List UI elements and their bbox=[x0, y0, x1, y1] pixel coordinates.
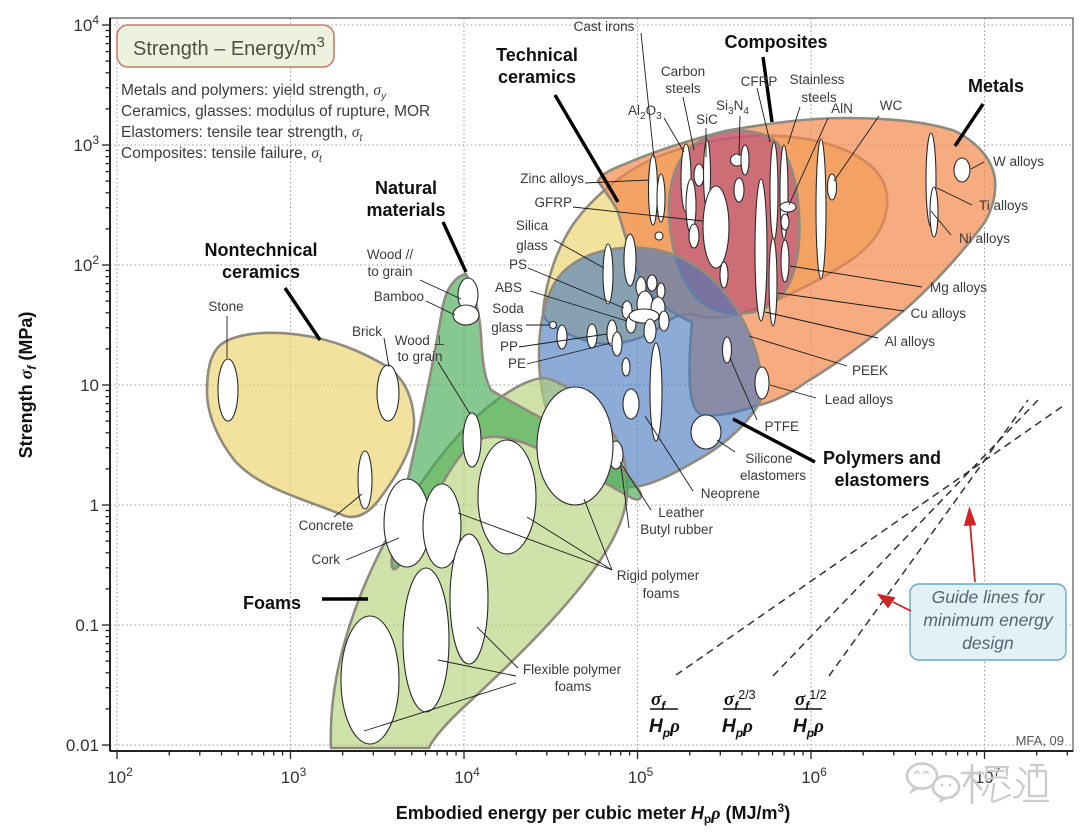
svg-text:Neoprene: Neoprene bbox=[701, 486, 760, 501]
svg-text:Brick: Brick bbox=[352, 324, 382, 339]
svg-text:steels: steels bbox=[665, 81, 701, 96]
svg-text:GFRP: GFRP bbox=[534, 195, 572, 210]
svg-text:glass: glass bbox=[516, 238, 548, 253]
svg-text:Si3N4: Si3N4 bbox=[716, 98, 749, 117]
svg-text:CFRP: CFRP bbox=[741, 74, 778, 89]
svg-text:Embodied energy per cubic mete: Embodied energy per cubic meter Hpρ (MJ/… bbox=[396, 801, 790, 826]
svg-text:Carbon: Carbon bbox=[661, 64, 705, 79]
svg-text:PEEK: PEEK bbox=[852, 363, 888, 378]
svg-text:WC: WC bbox=[880, 98, 903, 113]
svg-text:Cast irons: Cast irons bbox=[574, 19, 635, 34]
svg-text:ceramics: ceramics bbox=[222, 262, 300, 282]
svg-text:Wood ⊥: Wood ⊥ bbox=[395, 333, 446, 348]
svg-text:Concrete: Concrete bbox=[299, 518, 354, 533]
svg-text:σf1/2: σf1/2 bbox=[795, 688, 827, 713]
svg-text:Leather: Leather bbox=[658, 505, 704, 520]
svg-text:σf: σf bbox=[651, 689, 666, 713]
svg-text:Elastomers: tensile tear stren: Elastomers: tensile tear strength, σt bbox=[121, 124, 364, 144]
svg-text:Natural: Natural bbox=[375, 178, 437, 198]
svg-text:1: 1 bbox=[90, 496, 99, 515]
svg-text:Stone: Stone bbox=[208, 299, 243, 314]
svg-text:Foams: Foams bbox=[243, 593, 301, 613]
svg-text:PTFE: PTFE bbox=[764, 419, 799, 434]
svg-text:to grain: to grain bbox=[367, 264, 412, 279]
svg-text:steels: steels bbox=[801, 90, 837, 105]
svg-text:Guide lines for: Guide lines for bbox=[932, 587, 1046, 607]
svg-text:Lead alloys: Lead alloys bbox=[825, 392, 894, 407]
svg-text:design: design bbox=[962, 633, 1014, 653]
svg-text:MFA, 09: MFA, 09 bbox=[1016, 733, 1064, 748]
svg-text:Nontechnical: Nontechnical bbox=[204, 240, 317, 260]
svg-text:AlN: AlN bbox=[831, 101, 853, 116]
svg-text:Soda: Soda bbox=[492, 301, 524, 316]
svg-text:Metals: Metals bbox=[968, 76, 1024, 96]
svg-text:Cu alloys: Cu alloys bbox=[910, 306, 966, 321]
svg-text:Silica: Silica bbox=[516, 218, 549, 233]
svg-text:Technical: Technical bbox=[496, 45, 578, 65]
svg-text:Hpρ: Hpρ bbox=[722, 716, 753, 740]
svg-text:glass: glass bbox=[491, 320, 523, 335]
svg-text:Stainless: Stainless bbox=[790, 72, 845, 87]
svg-text:minimum energy: minimum energy bbox=[923, 610, 1054, 630]
svg-text:materials: materials bbox=[366, 200, 445, 220]
svg-text:10: 10 bbox=[80, 376, 99, 395]
svg-text:Composites: Composites bbox=[724, 32, 827, 52]
svg-text:0.01: 0.01 bbox=[66, 736, 99, 755]
svg-text:Flexible polymer: Flexible polymer bbox=[523, 662, 622, 677]
svg-text:Polymers and: Polymers and bbox=[823, 448, 941, 468]
svg-text:elastomers: elastomers bbox=[834, 470, 929, 490]
svg-text:foams: foams bbox=[555, 679, 592, 694]
svg-text:PE: PE bbox=[508, 356, 526, 371]
svg-text:Al alloys: Al alloys bbox=[885, 334, 936, 349]
svg-text:PS: PS bbox=[509, 257, 527, 272]
svg-text:Rigid polymer: Rigid polymer bbox=[617, 568, 700, 583]
svg-text:Ti alloys: Ti alloys bbox=[979, 198, 1028, 213]
svg-text:SiC: SiC bbox=[696, 112, 718, 127]
svg-text:Metals and polymers: yield str: Metals and polymers: yield strength, σy bbox=[121, 82, 387, 102]
svg-text:0.1: 0.1 bbox=[75, 616, 99, 635]
svg-text:Zinc alloys: Zinc alloys bbox=[520, 171, 584, 186]
svg-text:Al2O3: Al2O3 bbox=[628, 103, 662, 122]
svg-text:Ceramics, glasses: modulus of: Ceramics, glasses: modulus of rupture, M… bbox=[121, 103, 430, 120]
svg-text:foams: foams bbox=[643, 586, 680, 601]
svg-text:PP: PP bbox=[500, 339, 518, 354]
svg-text:σf2/3: σf2/3 bbox=[724, 688, 756, 713]
svg-text:Strength – Energy/m3: Strength – Energy/m3 bbox=[133, 34, 325, 60]
svg-text:Strength σf (MPa): Strength σf (MPa) bbox=[16, 312, 39, 459]
svg-text:Butyl rubber: Butyl rubber bbox=[640, 522, 713, 537]
svg-text:Ni alloys: Ni alloys bbox=[959, 231, 1010, 246]
svg-text:Cork: Cork bbox=[311, 552, 340, 567]
svg-text:ABS: ABS bbox=[495, 280, 522, 295]
svg-text:to grain: to grain bbox=[397, 349, 442, 364]
svg-text:Composites: tensile failure, σ: Composites: tensile failure, σt bbox=[121, 145, 323, 165]
svg-text:Mg alloys: Mg alloys bbox=[930, 280, 987, 295]
svg-text:W alloys: W alloys bbox=[993, 154, 1044, 169]
svg-text:Bamboo: Bamboo bbox=[374, 289, 424, 304]
svg-text:Silicone: Silicone bbox=[745, 451, 792, 466]
svg-text:elastomers: elastomers bbox=[740, 468, 806, 483]
svg-text:ceramics: ceramics bbox=[498, 67, 576, 87]
svg-text:Wood //: Wood // bbox=[367, 247, 414, 262]
